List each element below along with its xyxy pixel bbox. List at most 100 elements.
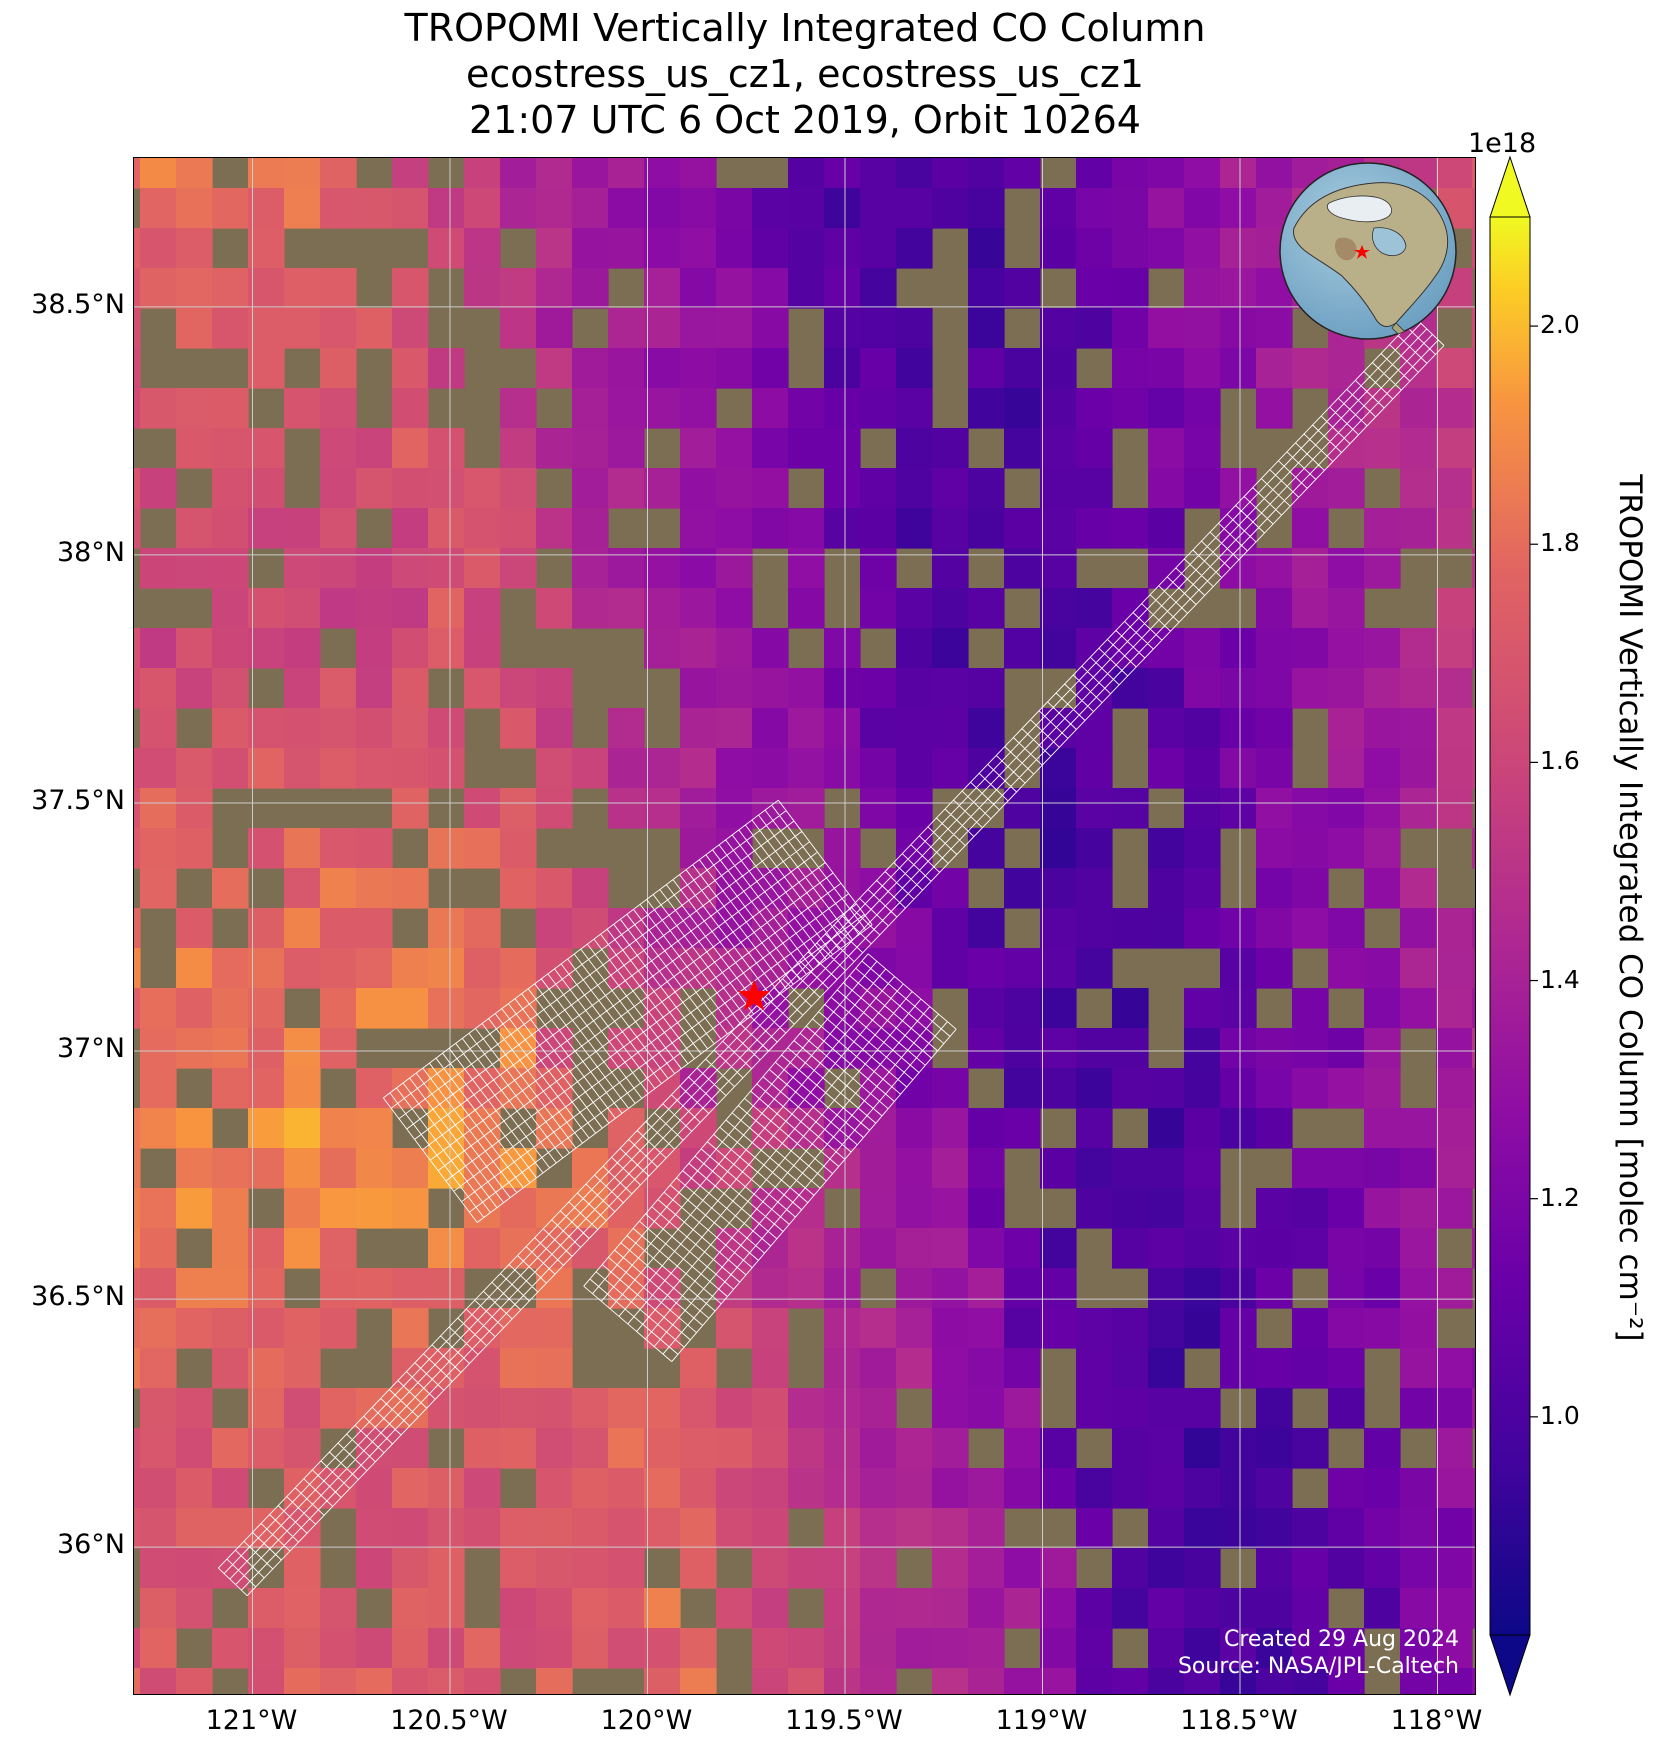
co-cell (680, 1548, 717, 1589)
co-cell (1220, 1668, 1257, 1694)
co-cell (824, 1308, 861, 1349)
co-cell (248, 1268, 285, 1309)
co-cell (1076, 1348, 1113, 1389)
co-cell (932, 1268, 969, 1309)
co-cell (1364, 1148, 1401, 1189)
co-cell (932, 548, 969, 589)
co-cell (1076, 1668, 1113, 1694)
co-cell (932, 1188, 969, 1229)
co-cell (1256, 628, 1293, 669)
co-cell (968, 1348, 1005, 1389)
co-cell (1148, 388, 1185, 429)
co-cell (824, 708, 861, 749)
co-cell (1004, 868, 1041, 909)
co-cell (1328, 348, 1365, 389)
co-cell (824, 948, 861, 989)
colorbar-tick-label: 1.6 (1540, 746, 1580, 776)
co-cell (752, 1668, 789, 1694)
co-cell (968, 308, 1005, 349)
co-cell (788, 268, 825, 309)
co-cell (428, 228, 465, 269)
co-cell (968, 828, 1005, 869)
co-cell (356, 708, 393, 749)
co-cell (464, 668, 501, 709)
co-cell (1328, 1228, 1365, 1269)
co-cell (788, 548, 825, 589)
co-cell (608, 788, 645, 829)
co-cell (1040, 748, 1077, 789)
co-cell (1040, 788, 1077, 829)
co-cell (212, 468, 249, 509)
co-cell (1364, 708, 1401, 749)
co-cell (1112, 188, 1149, 229)
co-cell (1184, 1108, 1221, 1149)
co-cell (536, 748, 573, 789)
co-cell (1220, 708, 1257, 749)
co-cell (932, 1548, 969, 1589)
co-cell (464, 588, 501, 629)
co-cell (1400, 1468, 1437, 1509)
co-cell (1328, 908, 1365, 949)
co-cell (1436, 1108, 1473, 1149)
co-cell (752, 468, 789, 509)
co-cell (1400, 1388, 1437, 1429)
co-cell (392, 548, 429, 589)
co-cell (1220, 1468, 1257, 1509)
co-cell (1328, 1548, 1365, 1589)
co-cell (1472, 1668, 1475, 1694)
co-cell (1400, 1668, 1437, 1694)
co-cell (320, 1308, 357, 1349)
co-cell (680, 428, 717, 469)
co-cell (320, 1388, 357, 1429)
co-cell (1076, 228, 1113, 269)
co-cell (1148, 708, 1185, 749)
co-cell (1076, 788, 1113, 829)
co-cell (1184, 668, 1221, 709)
co-cell (392, 388, 429, 429)
co-cell (680, 308, 717, 349)
co-cell (392, 348, 429, 389)
co-cell (140, 1388, 177, 1429)
co-cell (320, 668, 357, 709)
co-cell (1184, 748, 1221, 789)
co-cell (608, 1508, 645, 1549)
colorbar-tick-label: 1.0 (1540, 1400, 1580, 1430)
co-cell (356, 1468, 393, 1509)
co-cell (824, 1588, 861, 1629)
co-cell (248, 1228, 285, 1269)
co-cell (716, 1228, 753, 1269)
co-cell (1184, 1468, 1221, 1509)
co-cell (968, 1148, 1005, 1189)
co-cell (1292, 628, 1329, 669)
co-cell (248, 1108, 285, 1149)
co-cell (1184, 1228, 1221, 1269)
co-cell (140, 1588, 177, 1629)
co-cell (1256, 348, 1293, 389)
co-cell (680, 188, 717, 229)
co-cell (1148, 158, 1185, 189)
co-cell (716, 1388, 753, 1429)
co-cell (464, 268, 501, 309)
co-cell (788, 1428, 825, 1469)
co-cell (1004, 388, 1041, 429)
co-cell (1040, 508, 1077, 549)
chart-subtitle-time: 21:07 UTC 6 Oct 2019, Orbit 10264 (469, 98, 1141, 142)
co-cell (1184, 188, 1221, 229)
co-cell (212, 1348, 249, 1389)
co-cell (1220, 788, 1257, 829)
co-cell (896, 668, 933, 709)
co-cell (896, 1348, 933, 1389)
co-cell (320, 188, 357, 229)
co-cell (1076, 1028, 1113, 1069)
co-cell (284, 1028, 321, 1069)
co-cell (1220, 988, 1257, 1029)
co-cell (212, 668, 249, 709)
co-cell (680, 1108, 717, 1149)
co-cell (1148, 868, 1185, 909)
co-cell (1328, 708, 1365, 749)
co-cell (1220, 1068, 1257, 1109)
co-cell (1472, 1348, 1475, 1389)
co-cell (932, 1668, 969, 1694)
co-cell (1076, 428, 1113, 469)
co-cell (1472, 908, 1475, 949)
